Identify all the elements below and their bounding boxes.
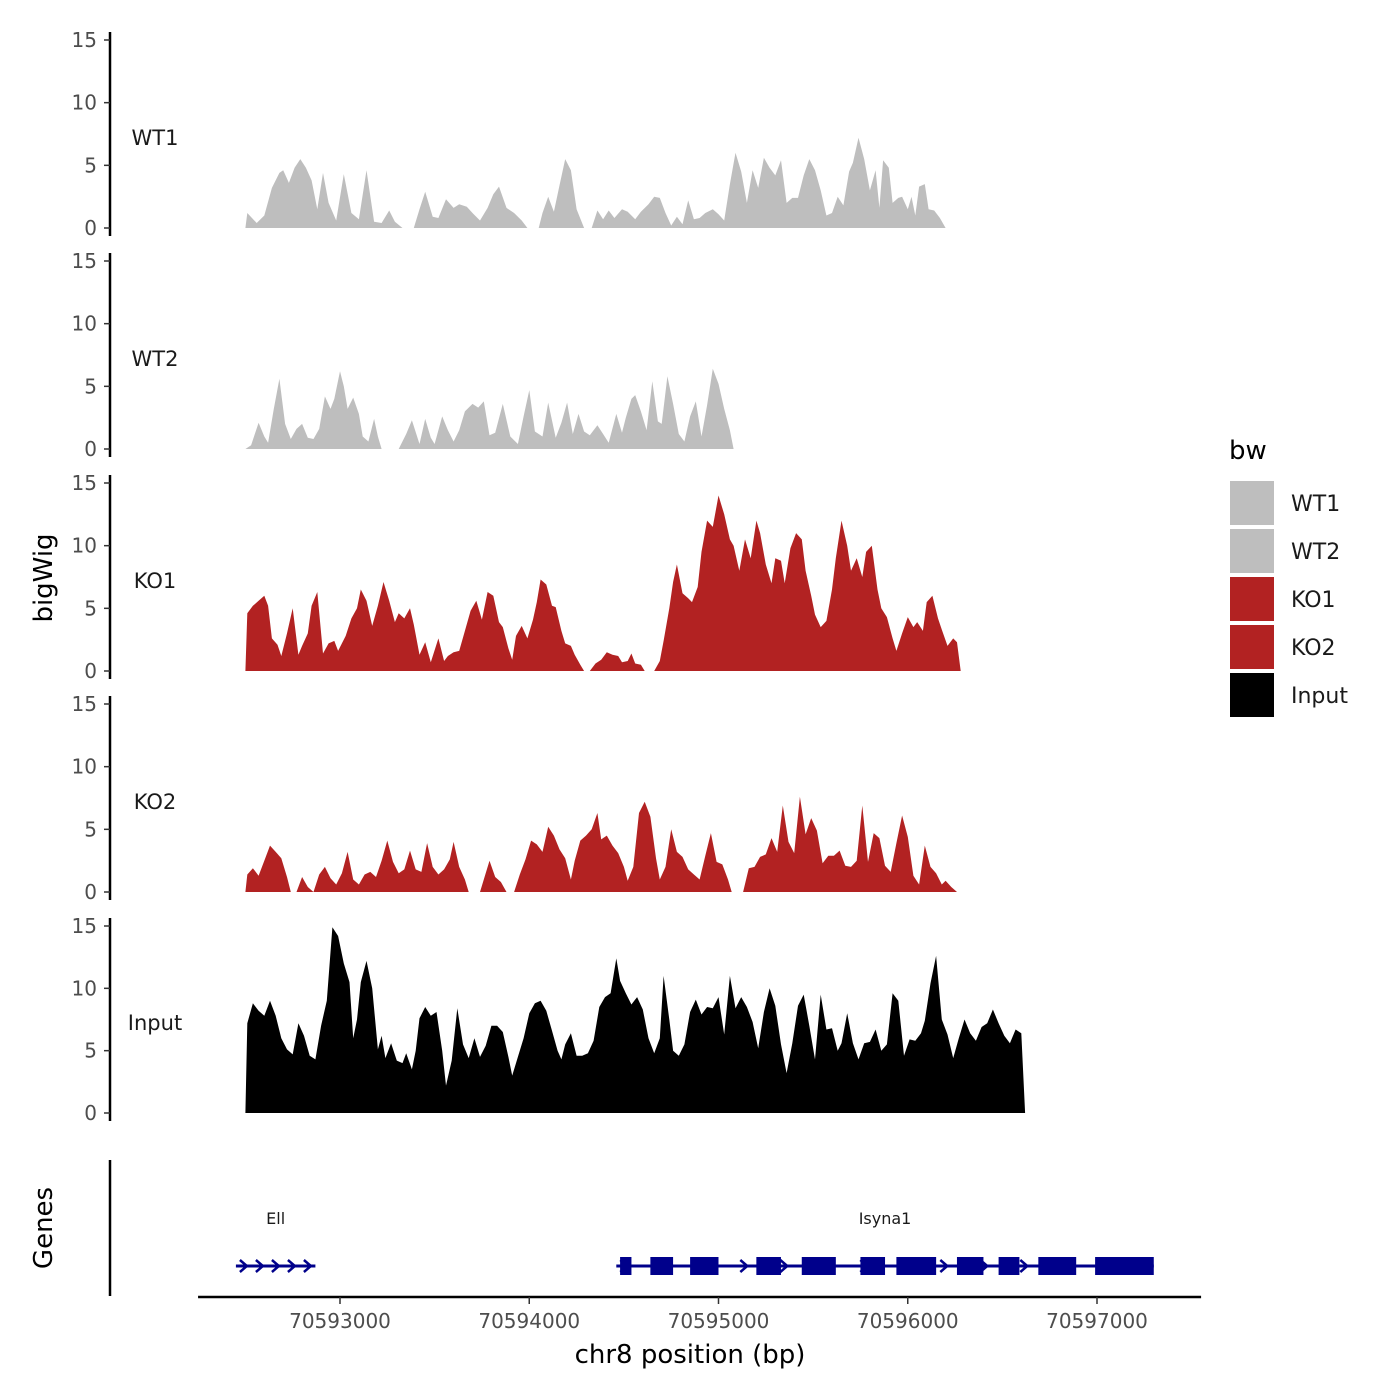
exon-block <box>896 1257 937 1275</box>
exon-block <box>620 1257 632 1275</box>
strand-arrow <box>271 1259 281 1273</box>
legend-label-input: Input <box>1291 684 1348 709</box>
x-tick-label: 70594000 <box>478 1309 580 1333</box>
exon-block <box>956 1257 984 1275</box>
coverage-area-input <box>245 927 1026 1113</box>
legend-title: bw <box>1229 436 1267 466</box>
strand-arrow <box>287 1259 297 1273</box>
y-tick-label: 10 <box>72 312 97 336</box>
exon-block <box>690 1257 719 1275</box>
y-tick-label: 0 <box>84 1101 97 1125</box>
strand-arrow <box>303 1259 313 1273</box>
gene-isyna1: Isyna1 <box>616 1209 1154 1275</box>
exon-block <box>756 1257 781 1275</box>
track-label: KO2 <box>134 790 177 814</box>
y-tick-label: 10 <box>72 755 97 779</box>
x-axis-title: chr8 position (bp) <box>575 1340 806 1370</box>
y-tick-label: 0 <box>84 437 97 461</box>
legend-label-wt2: WT2 <box>1291 540 1340 565</box>
y-tick-label: 15 <box>72 914 97 938</box>
y-tick-label: 15 <box>72 28 97 52</box>
y-tick-label: 0 <box>84 216 97 240</box>
legend: bw WT1 WT2 KO1 KO2 Input <box>1229 436 1348 717</box>
coverage-area-ko2 <box>245 796 957 892</box>
coverage-area-wt1 <box>245 137 956 228</box>
x-axis: 70593000 70594000 70595000 70596000 70597000 <box>198 1295 1202 1333</box>
exon-block <box>801 1257 836 1275</box>
legend-swatch-ko1 <box>1230 577 1274 621</box>
coverage-area-ko1 <box>245 495 961 671</box>
exon-block <box>650 1257 674 1275</box>
y-tick-label: 0 <box>84 880 97 904</box>
y-axis-title: bigWig <box>29 533 59 622</box>
y-tick-label: 5 <box>84 1039 97 1063</box>
genes-axis-title: Genes <box>29 1187 59 1269</box>
x-tick-label: 70596000 <box>857 1309 959 1333</box>
y-tick-label: 0 <box>84 659 97 683</box>
legend-swatch-wt1 <box>1230 481 1274 525</box>
legend-label-ko2: KO2 <box>1291 636 1336 661</box>
track-ko1: 0 5 10 15 KO1 <box>72 471 961 683</box>
strand-arrow <box>255 1259 265 1273</box>
exon-block <box>1038 1257 1077 1275</box>
strand-arrow <box>779 1259 790 1273</box>
y-tick-label: 10 <box>72 534 97 558</box>
tracks-layer: 0 5 10 15 WT1 0 5 10 15 WT2 0 5 10 15 KO1 0 5 10 15 KO2 0 5 10… <box>72 28 1026 1125</box>
x-tick-label: 70595000 <box>668 1309 770 1333</box>
x-tick-label: 70597000 <box>1046 1309 1148 1333</box>
y-tick-label: 5 <box>84 817 97 841</box>
track-label: WT2 <box>132 347 179 371</box>
exon-block <box>998 1257 1020 1275</box>
y-tick-label: 10 <box>72 91 97 115</box>
gene-label: Isyna1 <box>859 1209 912 1228</box>
exon-block <box>860 1257 886 1275</box>
legend-label-ko1: KO1 <box>1291 588 1336 613</box>
legend-swatch-wt2 <box>1230 529 1274 573</box>
y-tick-label: 5 <box>84 153 97 177</box>
strand-arrow <box>239 1259 249 1273</box>
y-tick-label: 15 <box>72 692 97 716</box>
y-tick-label: 15 <box>72 249 97 273</box>
track-label: WT1 <box>132 126 179 150</box>
strand-arrow <box>939 1259 950 1273</box>
track-ko2: 0 5 10 15 KO2 <box>72 692 957 904</box>
strand-arrow <box>739 1259 750 1273</box>
track-label: Input <box>128 1011 182 1035</box>
legend-swatch-input <box>1230 673 1274 717</box>
track-input: 0 5 10 15 Input <box>72 914 1026 1125</box>
legend-label-wt1: WT1 <box>1291 492 1340 517</box>
track-label: KO1 <box>134 569 177 593</box>
x-tick-label: 70593000 <box>289 1309 391 1333</box>
gene-label: Ell <box>266 1209 285 1228</box>
y-tick-label: 5 <box>84 374 97 398</box>
gene-ell: Ell <box>235 1209 316 1273</box>
strand-arrow <box>1019 1259 1030 1273</box>
y-tick-label: 5 <box>84 596 97 620</box>
track-wt1: 0 5 10 15 WT1 <box>72 28 956 240</box>
genes-layer: Ell Isyna1 <box>108 1160 1154 1296</box>
coverage-area-wt2 <box>245 368 734 449</box>
y-tick-label: 10 <box>72 976 97 1000</box>
exon-block <box>1095 1257 1154 1275</box>
y-tick-label: 15 <box>72 471 97 495</box>
track-wt2: 0 5 10 15 WT2 <box>72 249 734 461</box>
legend-swatch-ko2 <box>1230 625 1274 669</box>
